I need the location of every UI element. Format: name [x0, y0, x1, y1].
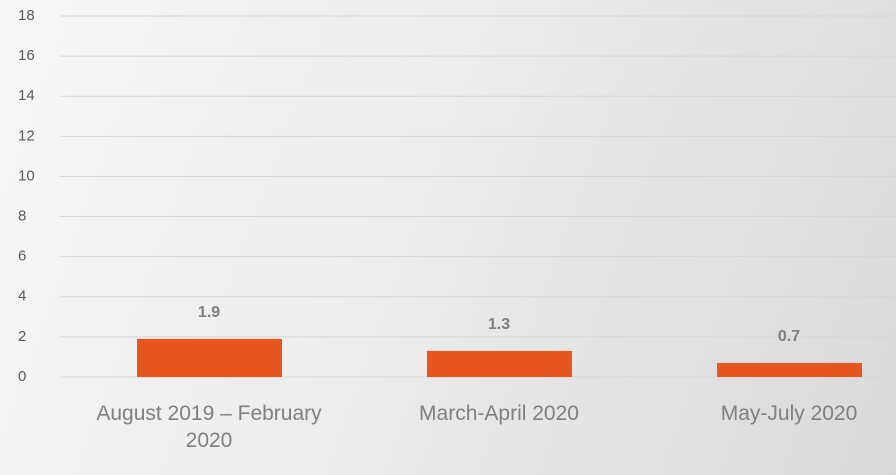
x-tick-label: March-April 2020 [419, 402, 579, 425]
x-tick-label: August 2019 – February 2020 [96, 402, 322, 453]
y-tick-label: 12 [18, 127, 35, 144]
bar [717, 362, 862, 377]
y-tick-label: 2 [18, 328, 26, 345]
data-label: 1.3 [488, 316, 510, 333]
y-tick-label: 14 [18, 87, 35, 104]
y-tick-label: 0 [18, 368, 26, 385]
data-label: 0.7 [778, 328, 800, 345]
bar [137, 338, 282, 377]
data-label: 1.9 [198, 304, 220, 321]
y-tick-label: 8 [18, 208, 26, 225]
y-tick-label: 4 [18, 288, 26, 305]
bar [427, 350, 572, 377]
y-tick-label: 6 [18, 248, 26, 265]
x-tick-label: May-July 2020 [720, 402, 858, 425]
y-tick-label: 10 [18, 167, 35, 184]
y-tick-label: 16 [18, 47, 35, 64]
y-tick-label: 18 [18, 7, 35, 24]
